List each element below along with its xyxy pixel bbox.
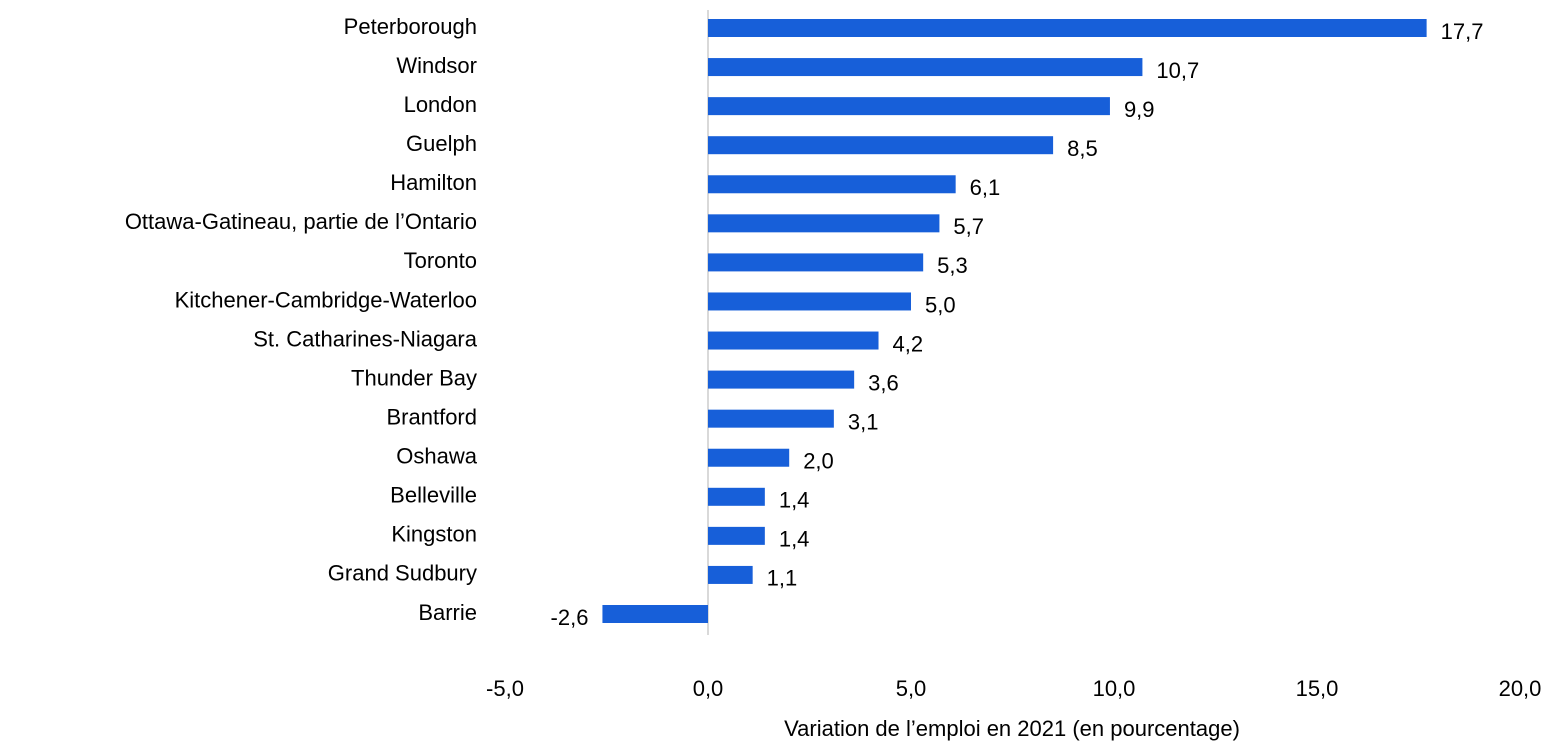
bar — [708, 292, 911, 311]
value-label: 8,5 — [1067, 136, 1098, 161]
bar — [708, 526, 765, 545]
y-tick-label: Belleville — [390, 483, 477, 508]
value-label: 5,0 — [925, 292, 956, 317]
y-tick-label: Brantford — [387, 404, 478, 429]
bar — [708, 331, 879, 350]
value-label: 9,9 — [1124, 97, 1155, 122]
x-tick-label: -5,0 — [486, 676, 524, 701]
value-label: 6,1 — [970, 175, 1001, 200]
y-tick-label: St. Catharines-Niagara — [253, 326, 478, 351]
bar — [708, 58, 1143, 77]
value-label: 3,1 — [848, 409, 879, 434]
y-tick-label: Toronto — [404, 248, 477, 273]
bar — [708, 370, 855, 389]
value-label: 1,4 — [779, 527, 810, 552]
value-label: 1,4 — [779, 488, 810, 513]
bar — [708, 409, 834, 428]
bar — [708, 97, 1110, 116]
bar — [708, 565, 753, 584]
y-tick-label: Barrie — [418, 600, 477, 625]
y-tick-label: Grand Sudbury — [328, 561, 477, 586]
y-tick-label: Windsor — [396, 53, 477, 78]
bar — [708, 448, 790, 467]
value-label: 2,0 — [803, 449, 834, 474]
bar — [602, 605, 708, 623]
bar — [708, 19, 1427, 37]
x-tick-label: 0,0 — [693, 676, 724, 701]
y-tick-label: Kingston — [391, 522, 477, 547]
value-label: 4,2 — [893, 331, 924, 356]
y-tick-label: Guelph — [406, 131, 477, 156]
x-tick-label: 20,0 — [1499, 676, 1542, 701]
value-label: 10,7 — [1156, 58, 1199, 83]
y-tick-label: Peterborough — [344, 14, 477, 39]
y-tick-label: London — [404, 92, 477, 117]
bar — [708, 214, 940, 233]
value-label: 3,6 — [868, 370, 899, 395]
bar — [708, 136, 1054, 155]
x-tick-label: 15,0 — [1296, 676, 1339, 701]
value-label: 5,7 — [953, 214, 984, 239]
bar — [708, 487, 765, 506]
bar — [708, 175, 956, 194]
x-axis-title: Variation de l’emploi en 2021 (en pource… — [784, 716, 1240, 741]
y-tick-label: Ottawa-Gatineau, partie de l’Ontario — [125, 209, 477, 234]
x-tick-label: 10,0 — [1093, 676, 1136, 701]
value-label: 17,7 — [1441, 19, 1484, 44]
value-label: 5,3 — [937, 253, 968, 278]
value-label: 1,1 — [767, 566, 798, 591]
y-tick-label: Hamilton — [390, 170, 477, 195]
y-tick-label: Oshawa — [396, 444, 477, 469]
value-label: -2,6 — [551, 605, 589, 630]
y-tick-label: Kitchener-Cambridge-Waterloo — [175, 287, 477, 312]
x-tick-label: 5,0 — [896, 676, 927, 701]
bar — [708, 253, 924, 272]
y-tick-label: Thunder Bay — [351, 365, 477, 390]
